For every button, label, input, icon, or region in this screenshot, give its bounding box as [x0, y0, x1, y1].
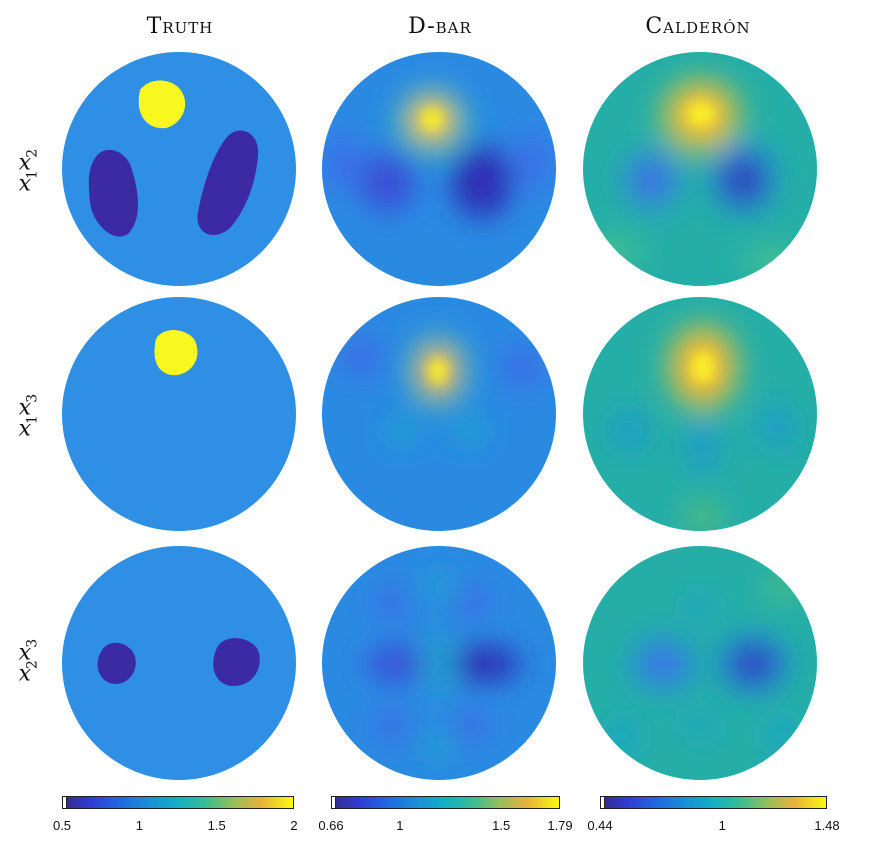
row-label-x1x3: x1x3	[18, 393, 41, 443]
colorbar-tick-label: 1.5	[492, 818, 511, 833]
colorbar-tick-label: 1.5	[207, 818, 226, 833]
panel-calderon-x2x3	[583, 546, 817, 780]
column-title-truth: Truth	[146, 14, 214, 39]
colorbar-tick-label: 1.48	[814, 818, 840, 833]
colorbar-tick-label: 0.66	[318, 818, 344, 833]
panel-truth-x2x3	[62, 546, 296, 780]
colorbar-truth	[62, 796, 294, 809]
column-title-calderon: Calderón	[645, 14, 751, 39]
colorbar-tick-label: 0.5	[52, 818, 72, 833]
colorbar-tick-label: 0.44	[587, 818, 613, 833]
colorbar-tick-label: 1	[135, 818, 143, 833]
column-title-dbar: D-bar	[408, 14, 472, 39]
panel-calderon-x1x2	[583, 52, 817, 286]
colorbar-tick-label: 1.79	[547, 818, 573, 833]
panel-truth-x1x2	[62, 52, 296, 286]
panel-calderon-x1x3	[583, 297, 817, 531]
panel-dbar-x1x2	[322, 52, 556, 286]
row-label-x2x3: x2x3	[18, 638, 41, 688]
colorbar-tick-label: 1	[718, 818, 726, 833]
colorbar-tick-label: 1	[396, 818, 404, 833]
colorbar-dbar	[331, 796, 560, 809]
colorbar-tick-label: 2	[290, 818, 298, 833]
panel-dbar-x1x3	[322, 297, 556, 531]
row-label-x1x2: x1x2	[18, 148, 41, 198]
colorbar-calderon	[600, 796, 827, 809]
panel-dbar-x2x3	[322, 546, 556, 780]
panel-truth-x1x3	[62, 297, 296, 531]
